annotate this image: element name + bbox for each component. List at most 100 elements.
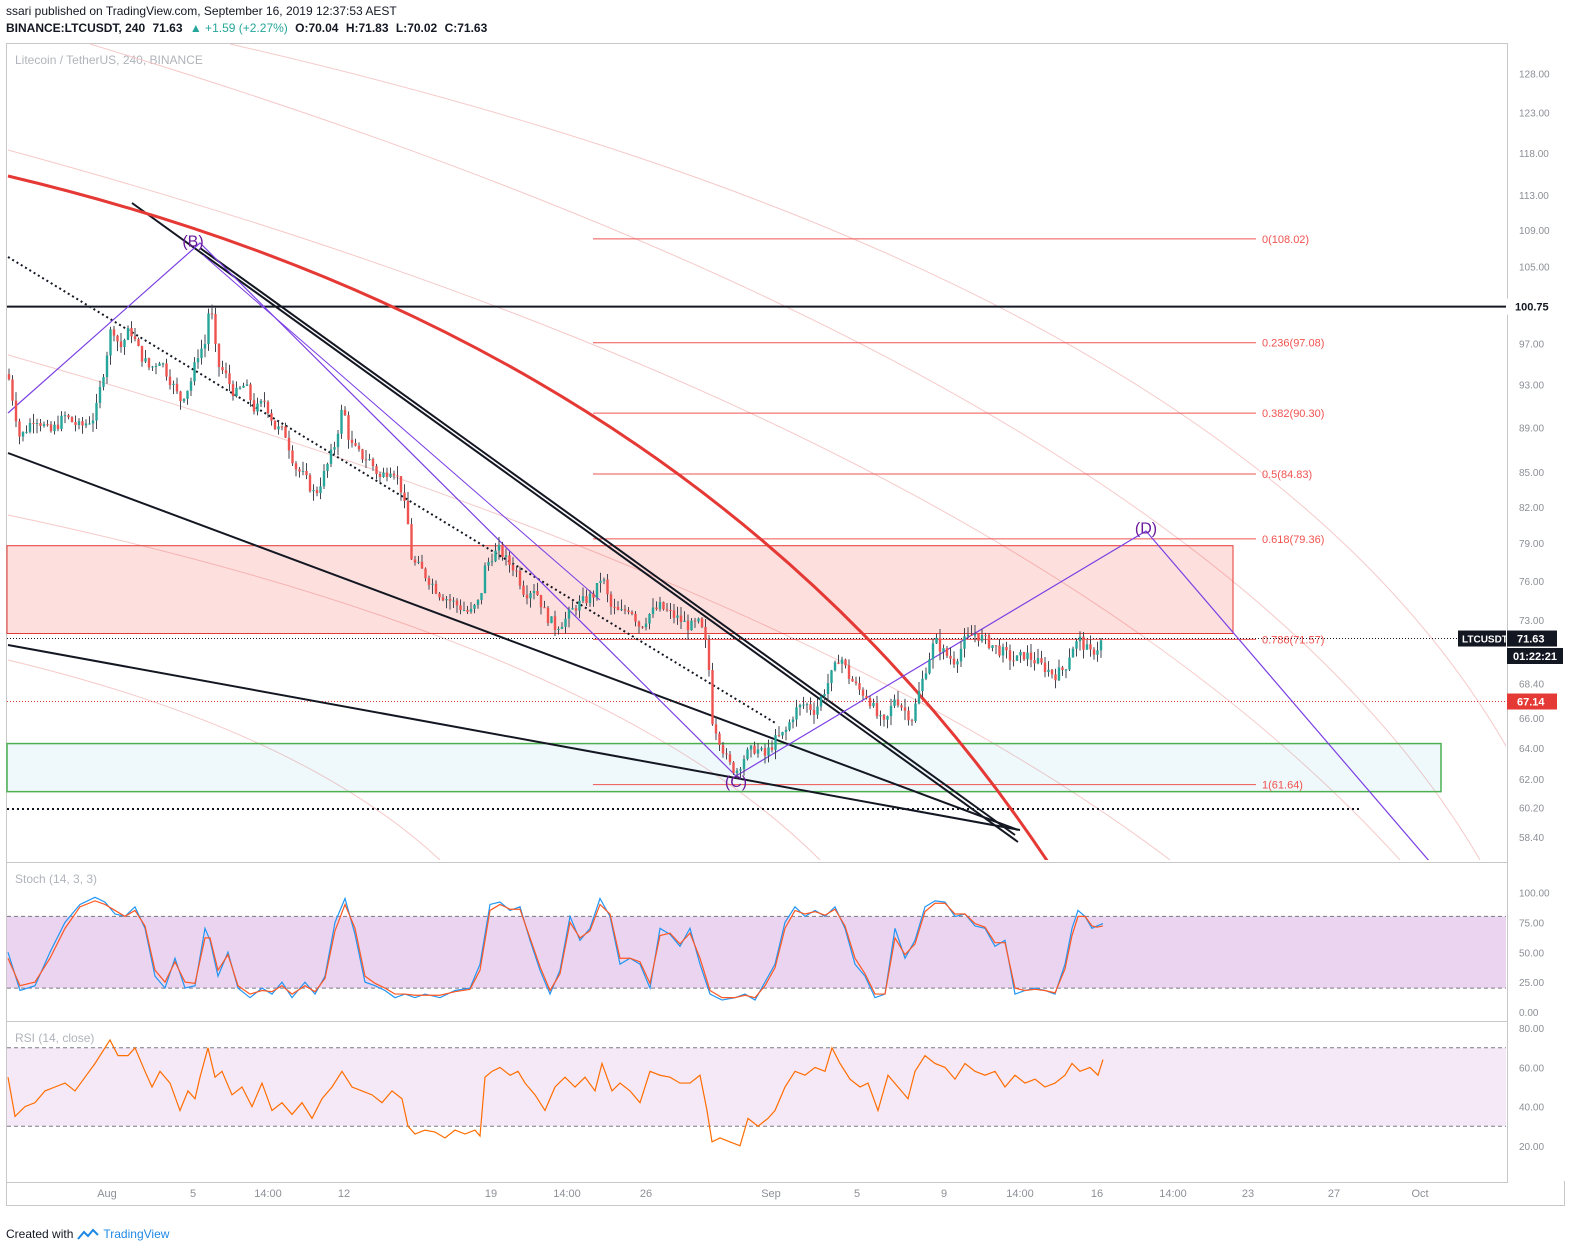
price-tick-1: 123.00 bbox=[1519, 109, 1550, 120]
candle-body bbox=[693, 620, 697, 622]
candle-body bbox=[18, 421, 21, 437]
candle-body bbox=[368, 459, 371, 461]
candle-body bbox=[382, 472, 385, 477]
red-price-badge-bg bbox=[1507, 693, 1557, 710]
candle-body bbox=[560, 626, 564, 629]
candle-body bbox=[67, 415, 70, 418]
candle-body bbox=[112, 329, 116, 336]
candle-body bbox=[1019, 652, 1022, 656]
candle-body bbox=[252, 400, 256, 412]
candle-body bbox=[994, 645, 998, 647]
candle-body bbox=[336, 433, 340, 448]
candle-body bbox=[844, 659, 847, 666]
candle-body bbox=[1068, 657, 1071, 670]
last-price-badge-bg bbox=[1507, 630, 1557, 647]
candle-body bbox=[196, 358, 200, 363]
footer: Created with TradingView bbox=[6, 1227, 169, 1241]
candle-body bbox=[343, 409, 347, 416]
candle-body bbox=[399, 476, 403, 493]
candle-body bbox=[95, 402, 98, 421]
candle-body bbox=[161, 363, 165, 365]
candle-body bbox=[469, 608, 473, 612]
stoch-pane-title: Stoch (14, 3, 3) bbox=[15, 872, 97, 886]
time-tick-14: 27 bbox=[1328, 1188, 1340, 1200]
symbol-name: BINANCE:LTCUSDT, 240 bbox=[6, 21, 146, 35]
candle-body bbox=[284, 426, 287, 438]
candle-body bbox=[917, 691, 921, 704]
rsi-band bbox=[7, 1047, 1506, 1127]
fan-arc-1 bbox=[89, 44, 1481, 860]
candle-body bbox=[203, 344, 207, 349]
candle-body bbox=[455, 600, 459, 606]
candle-body bbox=[263, 400, 266, 402]
candle-body bbox=[487, 561, 490, 566]
candle-body bbox=[606, 579, 609, 595]
candle-body bbox=[557, 628, 560, 630]
candle-body bbox=[571, 608, 574, 610]
candle-body bbox=[511, 564, 515, 571]
candle-body bbox=[84, 423, 88, 426]
symbol-badge-bg bbox=[1458, 630, 1506, 647]
candle-body bbox=[970, 634, 973, 636]
candle-body bbox=[217, 343, 221, 368]
candle-body bbox=[770, 747, 774, 750]
rsi-pane-title: RSI (14, close) bbox=[15, 1031, 94, 1045]
candle-body bbox=[410, 524, 413, 560]
candle-body bbox=[875, 702, 879, 717]
candle-body bbox=[998, 645, 1001, 656]
resistance-zone bbox=[6, 545, 1234, 635]
price-tick-3: 113.00 bbox=[1519, 191, 1549, 202]
stoch-tick-2: 50.00 bbox=[1519, 948, 1544, 959]
time-tick-13: 23 bbox=[1242, 1188, 1254, 1200]
candle-body bbox=[781, 731, 784, 736]
time-tick-9: 9 bbox=[941, 1188, 947, 1200]
candle-body bbox=[924, 673, 928, 679]
candle-body bbox=[648, 613, 651, 624]
candle-body bbox=[214, 314, 217, 344]
candle-body bbox=[889, 705, 893, 717]
stoch-band bbox=[7, 916, 1506, 989]
price-badge-bg bbox=[1507, 298, 1557, 315]
wave-label-2: (D) bbox=[1135, 520, 1157, 537]
candle-body bbox=[774, 735, 777, 750]
candle-body bbox=[697, 618, 700, 622]
candle-body bbox=[588, 593, 592, 604]
candle-body bbox=[858, 683, 861, 690]
candle-body bbox=[200, 348, 203, 359]
candle-body bbox=[119, 341, 123, 348]
tradingview-brand[interactable]: TradingView bbox=[103, 1227, 170, 1241]
candle-body bbox=[788, 722, 791, 730]
candle-body bbox=[777, 735, 781, 737]
fib-label-4: 0.618(79.36) bbox=[1262, 534, 1324, 546]
candle-body bbox=[308, 475, 312, 492]
candle-body bbox=[991, 645, 994, 649]
candle-body bbox=[679, 615, 683, 622]
candle-body bbox=[189, 381, 193, 391]
candle-body bbox=[707, 640, 711, 670]
open-value: O:70.04 bbox=[295, 21, 339, 35]
candle-body bbox=[14, 400, 18, 422]
candle-body bbox=[434, 583, 438, 594]
price-tick-extra-4: 68.40 bbox=[1519, 679, 1544, 690]
candle-body bbox=[280, 426, 284, 428]
fib-label-1: 0.236(97.08) bbox=[1262, 338, 1324, 350]
time-tick-10: 14:00 bbox=[1006, 1188, 1034, 1200]
candle-body bbox=[987, 635, 991, 649]
candle-body bbox=[133, 336, 137, 340]
candle-body bbox=[515, 570, 518, 572]
candle-body bbox=[88, 423, 91, 425]
candle-body bbox=[1082, 636, 1085, 650]
candle-body bbox=[1040, 658, 1043, 663]
candle-body bbox=[375, 466, 378, 474]
candle-body bbox=[518, 570, 522, 586]
abcd-wave-path bbox=[7, 242, 1430, 860]
candle-body bbox=[406, 500, 410, 525]
candle-body bbox=[805, 704, 809, 706]
price-tick-14: 64.00 bbox=[1519, 744, 1544, 755]
candle-body bbox=[735, 770, 739, 774]
last-price: 71.63 bbox=[152, 21, 183, 35]
candle-body bbox=[221, 367, 224, 371]
price-tick-extra-6: 66.00 bbox=[1519, 714, 1544, 725]
candle-body bbox=[1008, 650, 1012, 661]
